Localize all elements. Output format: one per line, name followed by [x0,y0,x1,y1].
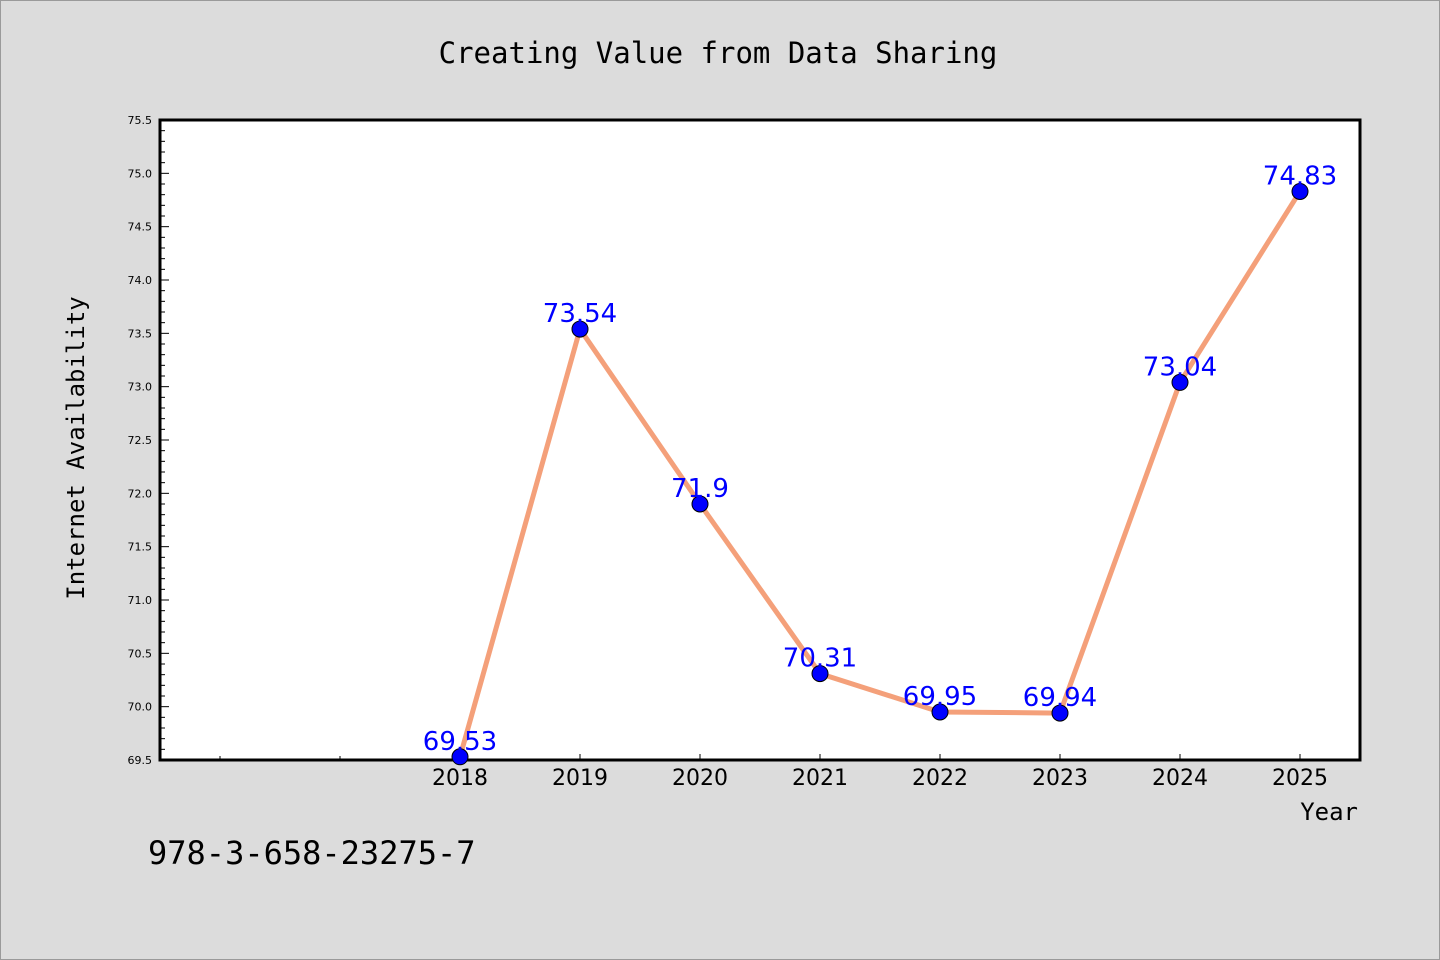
data-point [571,320,589,338]
data-label: 70.31 [783,644,857,674]
x-tick-label: 2022 [912,766,968,791]
y-tick-label: 73.5 [128,327,153,340]
y-tick-label: 72.0 [128,487,153,500]
data-point [691,495,709,513]
x-tick-label: 2025 [1272,766,1328,791]
data-label: 69.53 [423,727,497,757]
isbn-text: 978-3-658-23275-7 [148,834,476,872]
plot-area [158,118,1362,762]
data-point [811,665,829,683]
y-tick-label: 72.5 [128,434,153,447]
y-tick-label: 70.5 [128,647,153,660]
y-tick-label: 75.5 [128,114,153,127]
data-point [1051,704,1069,722]
x-tick-label: 2020 [672,766,728,791]
data-label: 71.9 [671,474,729,504]
series-line [457,190,1303,758]
x-tick-label: 2021 [792,766,848,791]
y-tick-label: 69.5 [128,754,153,767]
y-axis-title: Internet Availability [62,296,90,599]
data-label: 69.94 [1023,683,1097,713]
x-axis: 2018 2019 2020 2021 2022 2023 2024 2025 [219,754,1328,791]
y-tick-label: 73.0 [128,381,153,394]
y-axis: 69.5 70.0 70.5 71.0 71.5 72.0 72.5 73.0 73.5 74.0… [128,114,169,767]
data-label: 74.83 [1263,161,1337,191]
y-tick-label: 71.0 [128,594,153,607]
data-point [931,703,949,721]
y-tick-label: 70.0 [128,701,153,714]
data-point [451,748,469,766]
data-label: 69.95 [903,682,977,712]
data-label: 73.04 [1143,352,1217,382]
x-tick-label: 2024 [1152,766,1208,791]
y-tick-label: 74.0 [128,274,153,287]
y-tick-label: 75.0 [128,167,153,180]
data-labels-layer: 69.53 73.54 71.9 70.31 69.95 69.94 73.04 74.83 [423,161,1337,756]
x-axis-title: Year [1300,798,1358,826]
x-tick-label: 2023 [1032,766,1088,791]
y-tick-label: 71.5 [128,541,153,554]
chart-title: Creating Value from Data Sharing [439,36,998,70]
data-label: 73.54 [543,299,617,329]
series-layer [451,182,1309,766]
x-tick-label: 2018 [432,766,488,791]
data-point [1291,182,1309,200]
x-tick-label: 2019 [552,766,608,791]
data-point [1171,373,1189,391]
y-tick-label: 74.5 [128,221,153,234]
